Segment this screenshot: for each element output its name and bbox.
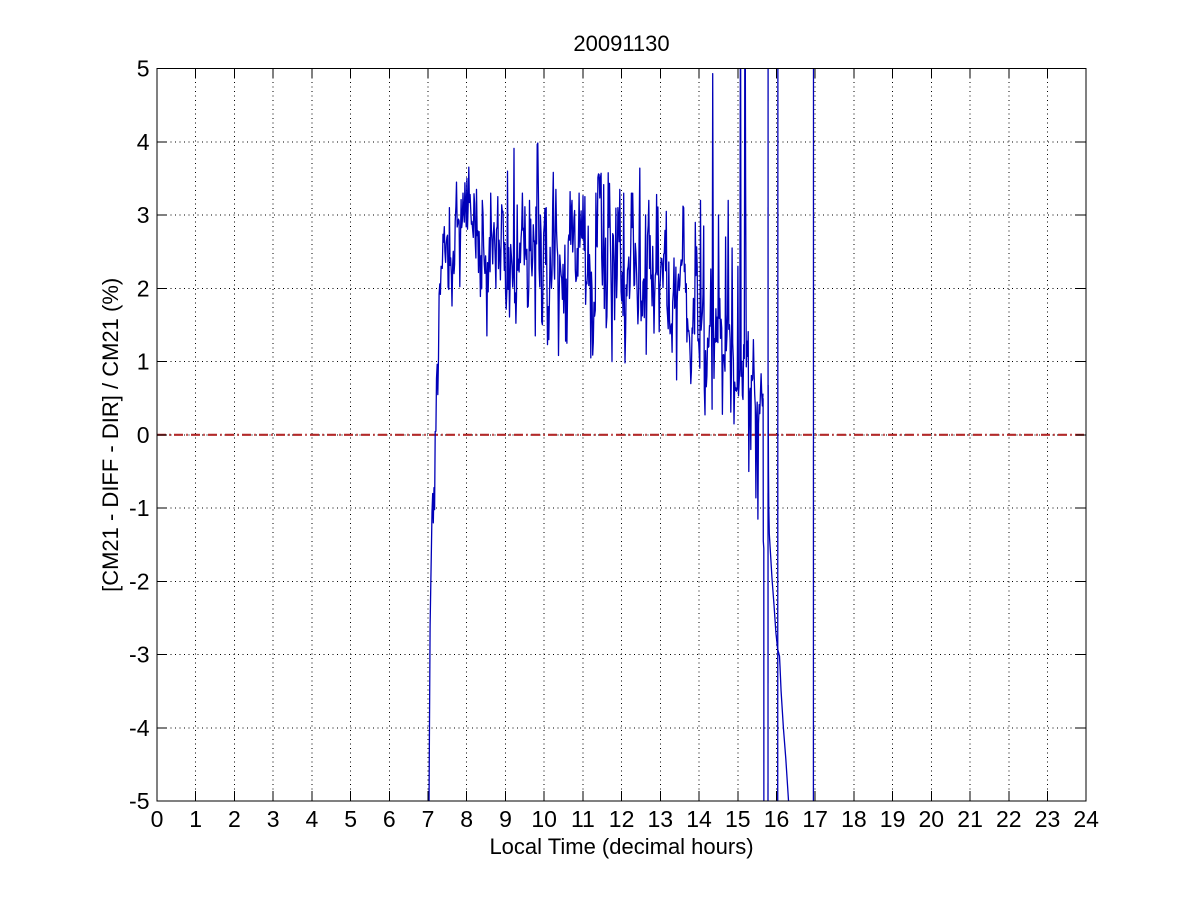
svg-text:16: 16 bbox=[764, 806, 790, 832]
svg-text:2: 2 bbox=[137, 275, 150, 301]
svg-text:4: 4 bbox=[137, 129, 150, 155]
svg-text:3: 3 bbox=[137, 202, 150, 228]
svg-text:0: 0 bbox=[151, 806, 164, 832]
svg-text:8: 8 bbox=[460, 806, 473, 832]
svg-text:7: 7 bbox=[422, 806, 435, 832]
svg-text:5: 5 bbox=[344, 806, 357, 832]
svg-text:11: 11 bbox=[571, 806, 595, 832]
svg-text:18: 18 bbox=[841, 806, 867, 832]
svg-text:1: 1 bbox=[189, 806, 202, 832]
svg-text:23: 23 bbox=[1035, 806, 1061, 832]
svg-text:6: 6 bbox=[383, 806, 396, 832]
svg-text:4: 4 bbox=[306, 806, 319, 832]
svg-text:2: 2 bbox=[228, 806, 241, 832]
svg-text:-5: -5 bbox=[129, 788, 149, 814]
svg-text:19: 19 bbox=[880, 806, 906, 832]
svg-text:0: 0 bbox=[137, 422, 150, 448]
svg-text:-4: -4 bbox=[129, 715, 150, 741]
svg-text:-3: -3 bbox=[129, 642, 149, 668]
svg-text:21: 21 bbox=[957, 806, 983, 832]
svg-text:14: 14 bbox=[686, 806, 712, 832]
svg-text:3: 3 bbox=[267, 806, 280, 832]
svg-text:12: 12 bbox=[609, 806, 635, 832]
svg-text:10: 10 bbox=[531, 806, 557, 832]
svg-text:Local Time (decimal hours): Local Time (decimal hours) bbox=[489, 834, 753, 859]
svg-text:5: 5 bbox=[137, 56, 150, 82]
svg-text:1: 1 bbox=[137, 349, 150, 375]
svg-text:22: 22 bbox=[996, 806, 1022, 832]
svg-text:13: 13 bbox=[648, 806, 674, 832]
svg-text:-2: -2 bbox=[129, 568, 149, 594]
svg-text:[CM21 - DIFF - DIR] / CM21 (%): [CM21 - DIFF - DIR] / CM21 (%) bbox=[98, 278, 123, 592]
svg-text:20: 20 bbox=[919, 806, 945, 832]
svg-text:17: 17 bbox=[802, 806, 828, 832]
svg-text:20091130: 20091130 bbox=[573, 31, 669, 56]
svg-text:15: 15 bbox=[725, 806, 751, 832]
svg-text:24: 24 bbox=[1073, 806, 1099, 832]
svg-text:9: 9 bbox=[499, 806, 512, 832]
svg-text:-1: -1 bbox=[129, 495, 149, 521]
